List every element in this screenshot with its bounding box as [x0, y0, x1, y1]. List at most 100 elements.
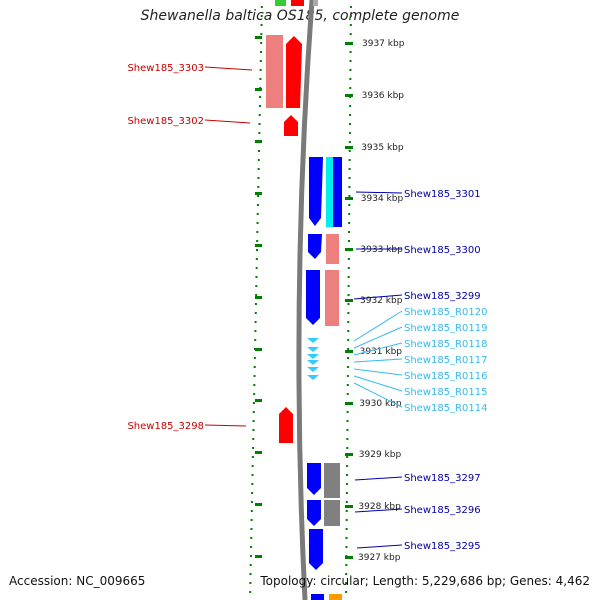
ruler-label: 3935 kbp — [361, 143, 404, 153]
gene-label-right: Shew185_3300 — [404, 245, 481, 256]
gene-label-left: Shew185_3302 — [127, 116, 204, 127]
ruler-label: 3931 kbp — [360, 347, 403, 357]
gene-shew185-3301-bar-2 — [333, 157, 342, 227]
gene-shew185-3299-box — [325, 270, 339, 326]
ruler-right-dot — [349, 87, 352, 89]
gene-leader-right — [353, 294, 403, 300]
ruler-right-dot — [349, 105, 352, 107]
gene-leader-right — [354, 476, 403, 481]
ruler-right-dot — [347, 357, 350, 359]
gene-shew185-3298-arrow — [279, 407, 293, 443]
ruler-left-dot — [257, 177, 260, 179]
ruler-right-dot — [348, 132, 351, 134]
gene-leader-left — [204, 119, 251, 124]
ruler-right-dot — [345, 501, 348, 503]
ruler-left-dot — [254, 321, 257, 323]
ruler-left-tick — [255, 348, 262, 351]
ruler-left-dot — [253, 393, 256, 395]
ruler-right-dot — [347, 267, 350, 269]
ruler-left-dot — [259, 78, 262, 80]
bottom-feature-blue — [311, 594, 324, 600]
ruler-left-dot — [258, 123, 261, 125]
accession-label: Accession: NC_009665 — [9, 574, 146, 588]
gene-label-right: Shew185_R0117 — [404, 355, 488, 366]
ruler-left-dot — [256, 240, 259, 242]
ruler-right-dot — [346, 447, 349, 449]
ruler-left-dot — [252, 402, 255, 404]
ruler-left-dot — [249, 582, 252, 584]
ruler-left-dot — [253, 375, 256, 377]
ruler-left-tick — [255, 192, 262, 195]
ruler-right-dot — [348, 123, 351, 125]
ruler-left-tick — [255, 88, 262, 91]
gene-label-right: Shew185_R0119 — [404, 323, 488, 334]
gene-leader-right — [355, 191, 403, 194]
ruler-left-dot — [249, 555, 252, 557]
ruler-left-dot — [251, 465, 254, 467]
ruler-right-dot — [347, 303, 350, 305]
ruler-left-tick — [255, 296, 262, 299]
ruler-right-dot — [349, 15, 352, 17]
gene-label-right: Shew185_R0116 — [404, 371, 488, 382]
ruler-right-dot — [349, 69, 352, 71]
genome-title: Shewanella baltica OS185, complete genom… — [140, 8, 460, 24]
ruler-left-dot — [252, 411, 255, 413]
gene-leader-right — [353, 310, 403, 342]
ruler-right-dot — [348, 222, 351, 224]
ruler-right-dot — [347, 258, 350, 260]
ruler-label: 3933 kbp — [360, 245, 403, 255]
ruler-left-dot — [257, 159, 260, 161]
ruler-left-tick — [255, 244, 262, 247]
ruler-left-dot — [249, 573, 252, 575]
gene-leader-right — [356, 544, 403, 549]
ruler-right-dot — [349, 51, 352, 53]
gene-shew185-3301-bar — [326, 157, 333, 227]
gene-shew185-3303-arrow — [286, 36, 302, 108]
ruler-right-dot — [347, 276, 350, 278]
ruler-label: 3927 kbp — [358, 553, 401, 563]
ruler-left-dot — [254, 339, 257, 341]
genome-backbone — [296, 0, 315, 600]
rna-chevron — [307, 338, 319, 343]
gene-leader-left — [204, 66, 253, 71]
gene-shew185-3296-arrow — [307, 500, 321, 526]
gene-label-right: Shew185_3301 — [404, 189, 481, 200]
gene-shew185-3300-arrow — [308, 234, 322, 259]
ruler-right-dot — [345, 546, 348, 548]
bottom-feature-orange — [329, 594, 342, 600]
ruler-label: 3932 kbp — [360, 296, 403, 306]
ruler-left-dot — [257, 195, 260, 197]
ruler-tick — [345, 402, 353, 405]
ruler-left-dot — [253, 357, 256, 359]
rna-chevron — [307, 375, 319, 380]
ruler-left-dot — [254, 330, 257, 332]
rna-chevron — [307, 347, 319, 352]
ruler-left-dot — [260, 24, 263, 26]
ruler-left-dot — [259, 60, 262, 62]
ruler-tick — [345, 299, 353, 302]
gene-shew185-3297-box — [324, 463, 340, 498]
ruler-tick — [345, 146, 353, 149]
rna-chevron — [307, 367, 319, 372]
ruler-left-dot — [259, 69, 262, 71]
gene-leader-right — [353, 375, 403, 392]
gene-label-left: Shew185_3298 — [127, 421, 204, 432]
rna-chevron — [307, 360, 319, 365]
ruler-right-dot — [348, 195, 351, 197]
ruler-left-tick — [255, 451, 262, 454]
ruler-tick — [345, 556, 353, 559]
ruler-right-dot — [349, 24, 352, 26]
gene-shew185-3296-box — [324, 500, 340, 526]
ruler-right-dot — [346, 429, 349, 431]
gene-shew185-3303-box — [266, 35, 283, 108]
ruler-tick — [345, 248, 353, 251]
ruler-left-tick — [255, 140, 262, 143]
ruler-tick — [345, 42, 353, 45]
ruler-left-dot — [249, 591, 252, 593]
top-feature-red — [291, 0, 304, 6]
ruler-left-dot — [257, 168, 260, 170]
top-feature-green — [275, 0, 286, 6]
gene-label-right: Shew185_3295 — [404, 541, 481, 552]
ruler-right-dot — [348, 204, 351, 206]
